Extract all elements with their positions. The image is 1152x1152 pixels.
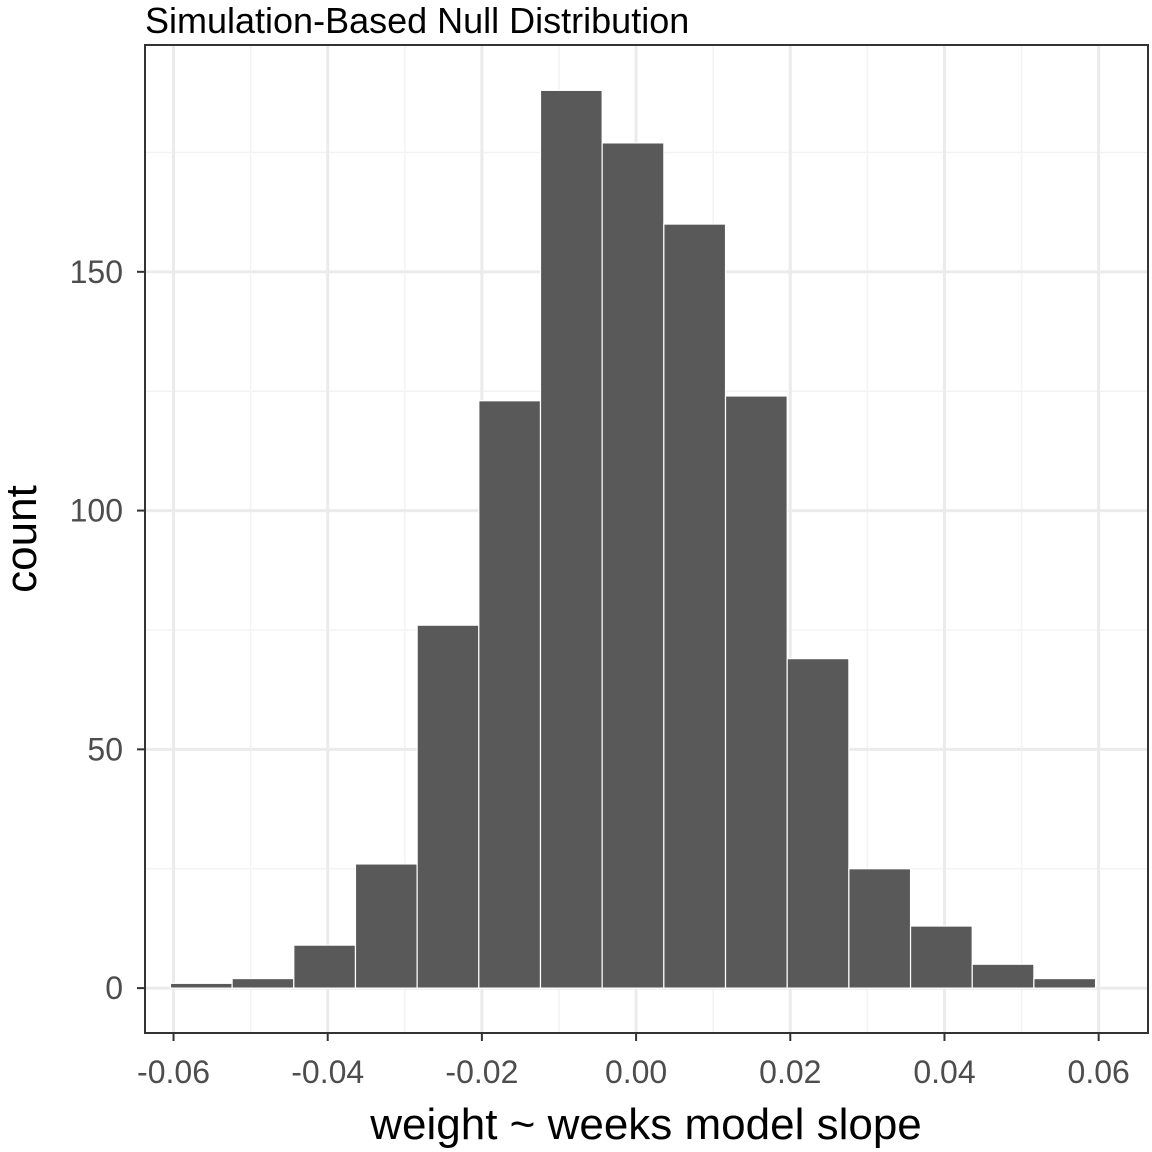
- histogram-bar: [663, 223, 727, 989]
- histogram-bar: [416, 624, 480, 989]
- y-tick-label: 100: [70, 493, 123, 529]
- chart-title: Simulation-Based Null Distribution: [145, 0, 689, 41]
- histogram-bar: [786, 658, 850, 989]
- x-tick-label: -0.04: [291, 1054, 364, 1090]
- histogram-bar: [971, 963, 1035, 989]
- histogram-bar: [909, 925, 973, 989]
- x-tick-label: 0.00: [605, 1054, 667, 1090]
- x-tick-label: 0.02: [759, 1054, 821, 1090]
- histogram-bar: [724, 395, 788, 989]
- x-axis-title: weight ~ weeks model slope: [369, 1100, 922, 1149]
- histogram-bar: [231, 977, 295, 989]
- x-tick-label: 0.04: [913, 1054, 975, 1090]
- y-tick-label: 50: [87, 731, 123, 767]
- y-tick-label: 0: [105, 970, 123, 1006]
- histogram-bar: [1033, 977, 1097, 989]
- histogram-bar: [601, 142, 665, 989]
- x-tick-label: -0.06: [137, 1054, 210, 1090]
- x-tick-label: 0.06: [1068, 1054, 1130, 1090]
- bars-layer: [169, 89, 1097, 989]
- histogram-bar: [848, 868, 912, 989]
- y-axis-title: count: [0, 485, 46, 593]
- y-tick-label: 150: [70, 254, 123, 290]
- histogram-bar: [539, 89, 603, 989]
- histogram-bar: [169, 982, 233, 989]
- histogram-bar: [478, 400, 542, 989]
- x-tick-label: -0.02: [445, 1054, 518, 1090]
- ticks-layer: -0.06 -0.04 -0.02 0.00 0.02 0.04 0.06 0 50 100 150: [70, 254, 1130, 1090]
- panel-border: [144, 44, 1149, 1034]
- histogram-bar: [293, 944, 357, 989]
- histogram-bar: [354, 863, 418, 989]
